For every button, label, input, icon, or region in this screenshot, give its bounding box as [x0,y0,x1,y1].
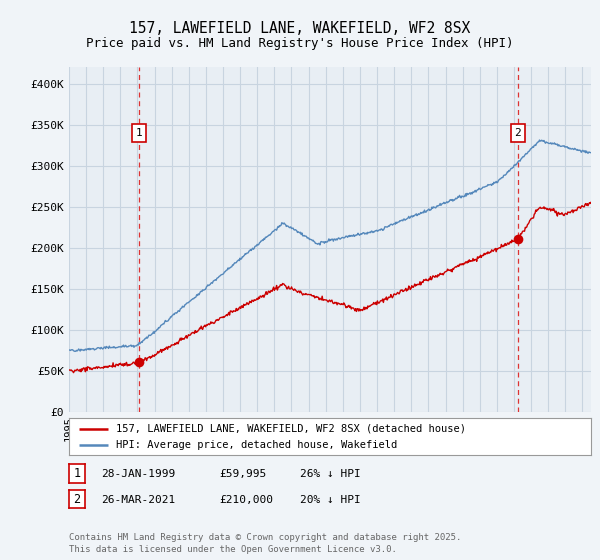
Text: 1: 1 [73,467,80,480]
Text: 28-JAN-1999: 28-JAN-1999 [101,469,175,479]
Text: 2: 2 [73,493,80,506]
Text: 157, LAWEFIELD LANE, WAKEFIELD, WF2 8SX: 157, LAWEFIELD LANE, WAKEFIELD, WF2 8SX [130,21,470,36]
Text: 26-MAR-2021: 26-MAR-2021 [101,494,175,505]
Text: £210,000: £210,000 [219,494,273,505]
Text: £59,995: £59,995 [219,469,266,479]
Text: 2: 2 [515,128,521,138]
Text: 1: 1 [136,128,142,138]
Text: Contains HM Land Registry data © Crown copyright and database right 2025.
This d: Contains HM Land Registry data © Crown c… [69,533,461,554]
Text: 157, LAWEFIELD LANE, WAKEFIELD, WF2 8SX (detached house): 157, LAWEFIELD LANE, WAKEFIELD, WF2 8SX … [116,423,466,433]
Text: Price paid vs. HM Land Registry's House Price Index (HPI): Price paid vs. HM Land Registry's House … [86,37,514,50]
Text: 26% ↓ HPI: 26% ↓ HPI [300,469,361,479]
Text: 20% ↓ HPI: 20% ↓ HPI [300,494,361,505]
Text: HPI: Average price, detached house, Wakefield: HPI: Average price, detached house, Wake… [116,440,397,450]
